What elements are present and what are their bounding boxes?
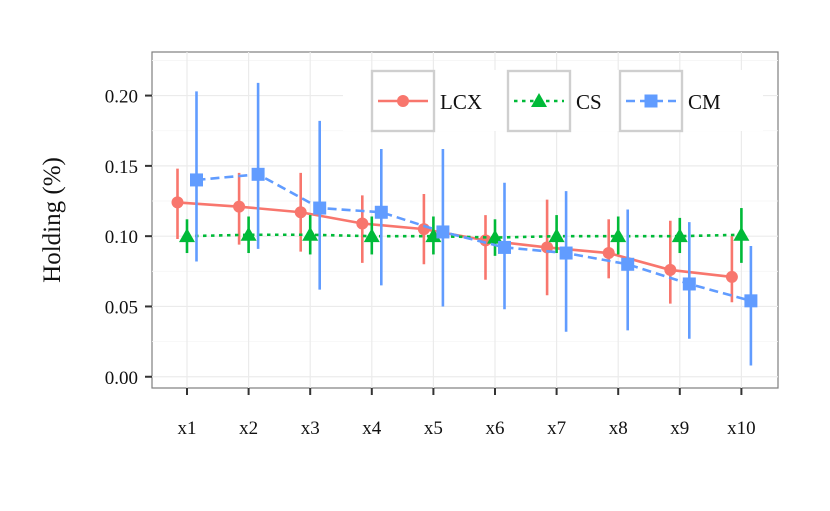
data-point: [682, 277, 696, 291]
series-cs: [179, 208, 750, 263]
legend-key-marker: [644, 94, 658, 108]
legend-key-marker: [531, 93, 547, 107]
series: [171, 82, 758, 366]
data-point: [179, 228, 195, 243]
x-tick-label: x4: [362, 418, 382, 439]
data-point: [171, 196, 184, 209]
y-axis-title: Holding (%): [39, 157, 66, 283]
data-point: [487, 229, 503, 244]
x-tick-label: x6: [486, 418, 505, 439]
y-tick-label: 0.15: [105, 157, 138, 178]
x-tick-label: x10: [727, 418, 756, 439]
legend-item-lcx: LCX: [370, 69, 482, 133]
data-point: [733, 226, 750, 241]
legend-key-marker: [397, 95, 409, 107]
data-point: [621, 257, 635, 271]
legend-item-cm: CM: [618, 69, 721, 133]
data-point: [251, 167, 265, 181]
legend-item-cs: CS: [506, 69, 602, 133]
y-tick-label: 0.00: [105, 368, 138, 389]
series-line: [196, 172, 752, 303]
x-tick-label: x2: [239, 418, 258, 439]
data-point: [363, 228, 380, 243]
data-point: [190, 173, 203, 187]
data-point: [436, 225, 450, 239]
x-tick-label: x7: [547, 418, 566, 439]
data-point: [602, 247, 615, 260]
legend: LCX CS CM: [343, 69, 763, 133]
data-point: [610, 228, 627, 243]
x-tick-label: x1: [178, 418, 197, 439]
data-point: [356, 217, 369, 230]
data-point: [671, 228, 688, 243]
data-point: [313, 201, 327, 215]
data-point: [548, 228, 565, 243]
legend-label: CS: [576, 90, 602, 114]
data-point: [559, 246, 573, 260]
data-point: [302, 226, 319, 241]
data-point: [425, 228, 442, 243]
legend-label: LCX: [440, 90, 482, 114]
data-point: [374, 205, 388, 219]
data-point: [744, 294, 758, 308]
x-tick-label: x8: [609, 418, 628, 439]
x-tick-label: x3: [301, 418, 320, 439]
data-point: [498, 240, 511, 254]
legend-label: CM: [688, 90, 721, 114]
series-cm: [190, 82, 758, 366]
data-point: [725, 270, 738, 283]
data-point: [240, 226, 257, 241]
y-tick-label: 0.20: [105, 87, 138, 108]
data-point: [233, 200, 246, 213]
x-tick-label: x9: [670, 418, 689, 439]
y-tick-label: 0.05: [105, 297, 138, 318]
x-tick-label: x5: [424, 418, 443, 439]
data-point: [664, 263, 677, 276]
data-point: [294, 206, 307, 219]
axes: 0.00 0.05 0.10 0.15 0.20 x1 x2 x3 x4 x5 x6 x7 x8 x9 x1…: [105, 87, 756, 439]
y-tick-label: 0.10: [105, 227, 138, 248]
